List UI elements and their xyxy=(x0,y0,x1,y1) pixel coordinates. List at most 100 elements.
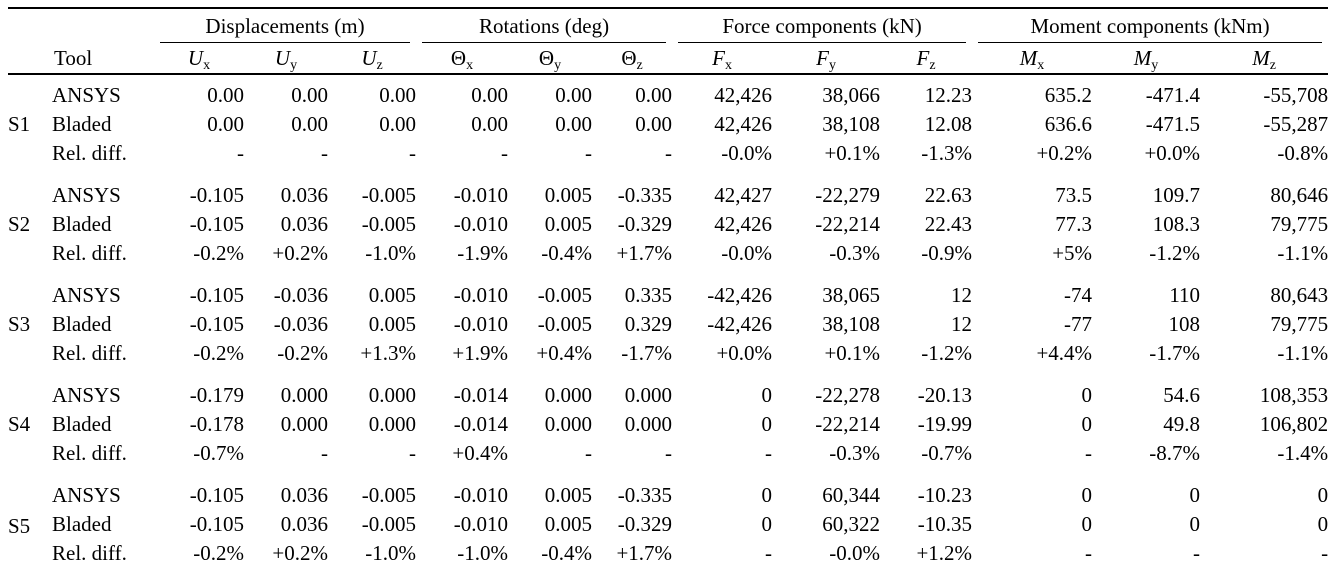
section-label: S5 xyxy=(8,514,31,538)
value-cell: 42,426 xyxy=(714,112,773,136)
value-cell: - xyxy=(237,141,244,165)
tool-cell: Rel. diff. xyxy=(52,141,127,165)
value-cell: 0.00 xyxy=(207,83,244,107)
value-cell: -0.2% xyxy=(277,341,328,365)
section-label: S4 xyxy=(8,412,31,436)
value-cell: 108 xyxy=(1168,312,1201,336)
value-cell: -8.7% xyxy=(1149,441,1201,465)
value-cell: 0.00 xyxy=(291,83,328,107)
group-title: Moment components (kNm) xyxy=(1030,14,1270,38)
value-cell: +4.4% xyxy=(1036,341,1093,365)
col-header-Θ-z: Θz xyxy=(592,43,673,75)
value-cell: -0.0% xyxy=(829,541,881,565)
col-header-M-z: Mz xyxy=(1200,43,1329,75)
value-cell: 0.005 xyxy=(368,283,417,307)
value-cell: -0.010 xyxy=(453,212,509,236)
col-header-M-y: My xyxy=(1092,43,1201,75)
table-row: S2 ANSYS -0.105 0.036 -0.005 -0.010 0.005 -0.33… xyxy=(8,168,1328,236)
tool-cell: ANSYS xyxy=(52,83,121,107)
value-cell: 0 xyxy=(1189,483,1201,507)
symbol-subscript: x xyxy=(203,57,211,73)
value-cell: 0.000 xyxy=(368,383,417,407)
tool-cell: Bladed xyxy=(52,112,112,136)
value-cell: - xyxy=(409,441,417,465)
value-cell: -0.2% xyxy=(193,341,244,365)
value-cell: -1.0% xyxy=(365,541,417,565)
value-cell: -0.2% xyxy=(193,241,244,265)
value-cell: -0.005 xyxy=(361,183,417,207)
symbol-subscript: x xyxy=(466,57,474,73)
value-cell: -42,426 xyxy=(707,283,773,307)
value-cell: -0.335 xyxy=(617,483,673,507)
value-cell: 0.00 xyxy=(555,83,593,107)
value-cell: - xyxy=(1085,541,1093,565)
value-cell: 0.00 xyxy=(635,83,673,107)
symbol-subscript: x xyxy=(724,57,732,73)
value-cell: - xyxy=(321,141,328,165)
value-cell: - xyxy=(765,541,773,565)
value-cell: 0 xyxy=(1317,483,1329,507)
table-row: Bladed -0.105 0.036 -0.005 -0.010 0.005 -0.329… xyxy=(8,510,1328,539)
value-cell: 22.63 xyxy=(924,183,973,207)
value-cell: 0.00 xyxy=(379,112,417,136)
table-head: Displacements (m) Rotations (deg) Force co… xyxy=(8,8,1329,75)
symbol-subscript: z xyxy=(376,57,383,73)
value-cell: 38,108 xyxy=(822,312,881,336)
value-cell: 0.000 xyxy=(624,412,673,436)
value-cell: -22,214 xyxy=(815,412,881,436)
group-title-rule: Moment components (kNm) xyxy=(978,12,1323,43)
value-cell: -0.005 xyxy=(537,312,593,336)
value-cell: -0.0% xyxy=(721,141,773,165)
value-cell: 60,344 xyxy=(822,483,881,507)
table-row: Rel. diff. -0.7% - - +0.4% - - - -0.3% -0.7% - -8.7… xyxy=(8,439,1328,468)
value-cell: -0.036 xyxy=(273,283,328,307)
value-cell: 108,353 xyxy=(1259,383,1329,407)
value-cell: -0.2% xyxy=(193,541,244,565)
value-cell: 0.00 xyxy=(291,112,328,136)
table-row: S1 ANSYS 0.00 0.00 0.00 0.00 0.00 0.00 42,426 38,… xyxy=(8,74,1328,136)
value-cell: +0.2% xyxy=(272,241,328,265)
value-cell: -0.014 xyxy=(453,383,509,407)
value-cell: -0.3% xyxy=(829,241,881,265)
tool-cell: ANSYS xyxy=(52,383,121,407)
symbol-subscript: z xyxy=(1269,57,1276,73)
value-cell: -0.005 xyxy=(361,512,417,536)
value-cell: 635.2 xyxy=(1044,83,1093,107)
value-cell: 0.00 xyxy=(555,112,593,136)
value-cell: 0.00 xyxy=(471,83,509,107)
value-cell: 0.000 xyxy=(544,383,593,407)
value-cell: -1.7% xyxy=(1149,341,1201,365)
value-cell: -0.178 xyxy=(189,412,244,436)
value-cell: -0.105 xyxy=(189,283,244,307)
tool-cell: Bladed xyxy=(52,312,112,336)
tool-cell: ANSYS xyxy=(52,183,121,207)
value-cell: -0.036 xyxy=(273,312,328,336)
value-cell: -22,278 xyxy=(815,383,881,407)
table-row: S5 ANSYS -0.105 0.036 -0.005 -0.010 0.005 -0.33… xyxy=(8,468,1329,538)
value-cell: - xyxy=(321,441,328,465)
col-header-F-x: Fx xyxy=(672,43,773,75)
value-cell: 79,775 xyxy=(1270,312,1329,336)
tool-column-header: Tool xyxy=(52,43,154,75)
value-cell: -0.105 xyxy=(189,183,244,207)
group-header-0: Displacements (m) xyxy=(154,8,416,43)
value-cell: 12 xyxy=(951,312,973,336)
value-cell: -0.010 xyxy=(453,183,509,207)
value-cell: - xyxy=(1085,441,1093,465)
value-cell: 12.23 xyxy=(924,83,973,107)
tool-cell: Bladed xyxy=(52,412,112,436)
group-title: Displacements (m) xyxy=(205,14,365,38)
value-cell: 0.000 xyxy=(280,412,328,436)
value-cell: -0.010 xyxy=(453,312,509,336)
symbol-base: F xyxy=(916,45,930,70)
value-cell: 42,426 xyxy=(714,212,773,236)
value-cell: -0.4% xyxy=(541,241,593,265)
symbol-base: F xyxy=(712,45,725,70)
symbol-base: Θ xyxy=(450,45,467,70)
tool-cell: Rel. diff. xyxy=(52,341,127,365)
symbol-base: U xyxy=(361,45,377,70)
section-label: S2 xyxy=(8,212,31,236)
value-cell: +5% xyxy=(1052,241,1093,265)
symbol-subscript: y xyxy=(554,57,562,73)
